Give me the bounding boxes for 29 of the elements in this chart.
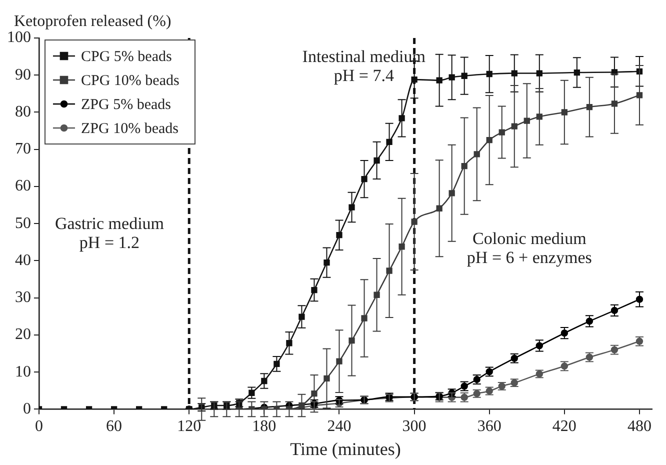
y-tick-label: 70 bbox=[15, 140, 31, 158]
y-tick-label: 40 bbox=[15, 252, 31, 269]
y-tick-label: 100 bbox=[7, 29, 31, 46]
x-tick-label: 180 bbox=[252, 418, 276, 436]
y-tick-label: 0 bbox=[23, 400, 31, 418]
legend-label: CPG 10% beads bbox=[81, 72, 180, 89]
x-tick-label: 300 bbox=[402, 418, 426, 436]
annotation: Intestinal medium pH = 7.4 bbox=[302, 47, 426, 86]
legend-label: CPG 5% beads bbox=[81, 48, 172, 65]
x-tick-label: 240 bbox=[327, 418, 352, 436]
y-tick-label: 60 bbox=[15, 178, 31, 195]
y-tick-label: 20 bbox=[15, 326, 31, 344]
x-tick-label: 120 bbox=[177, 418, 202, 436]
y-tick-label: 80 bbox=[15, 103, 31, 120]
x-axis-title: Time (minutes) bbox=[290, 438, 401, 459]
legend-label: ZPG 10% beads bbox=[81, 120, 179, 137]
x-tick-label: 420 bbox=[552, 418, 576, 436]
y-tick-label: 50 bbox=[15, 214, 31, 232]
annotation: Gastric medium pH = 1.2 bbox=[54, 214, 164, 252]
x-tick-label: 360 bbox=[477, 418, 502, 436]
x-tick-label: 480 bbox=[627, 418, 652, 436]
legend-label: ZPG 5% beads bbox=[81, 96, 172, 113]
y-tick-label: 30 bbox=[15, 289, 31, 306]
y-tick-label: 10 bbox=[15, 363, 31, 380]
x-tick-label: 0 bbox=[35, 418, 43, 436]
annotation: Colonic medium pH = 6 + enzymes bbox=[466, 228, 592, 267]
x-tick-label: 60 bbox=[106, 418, 122, 436]
y-axis-title: Ketoprofen released (%) bbox=[14, 13, 172, 30]
y-tick-label: 90 bbox=[15, 66, 31, 84]
